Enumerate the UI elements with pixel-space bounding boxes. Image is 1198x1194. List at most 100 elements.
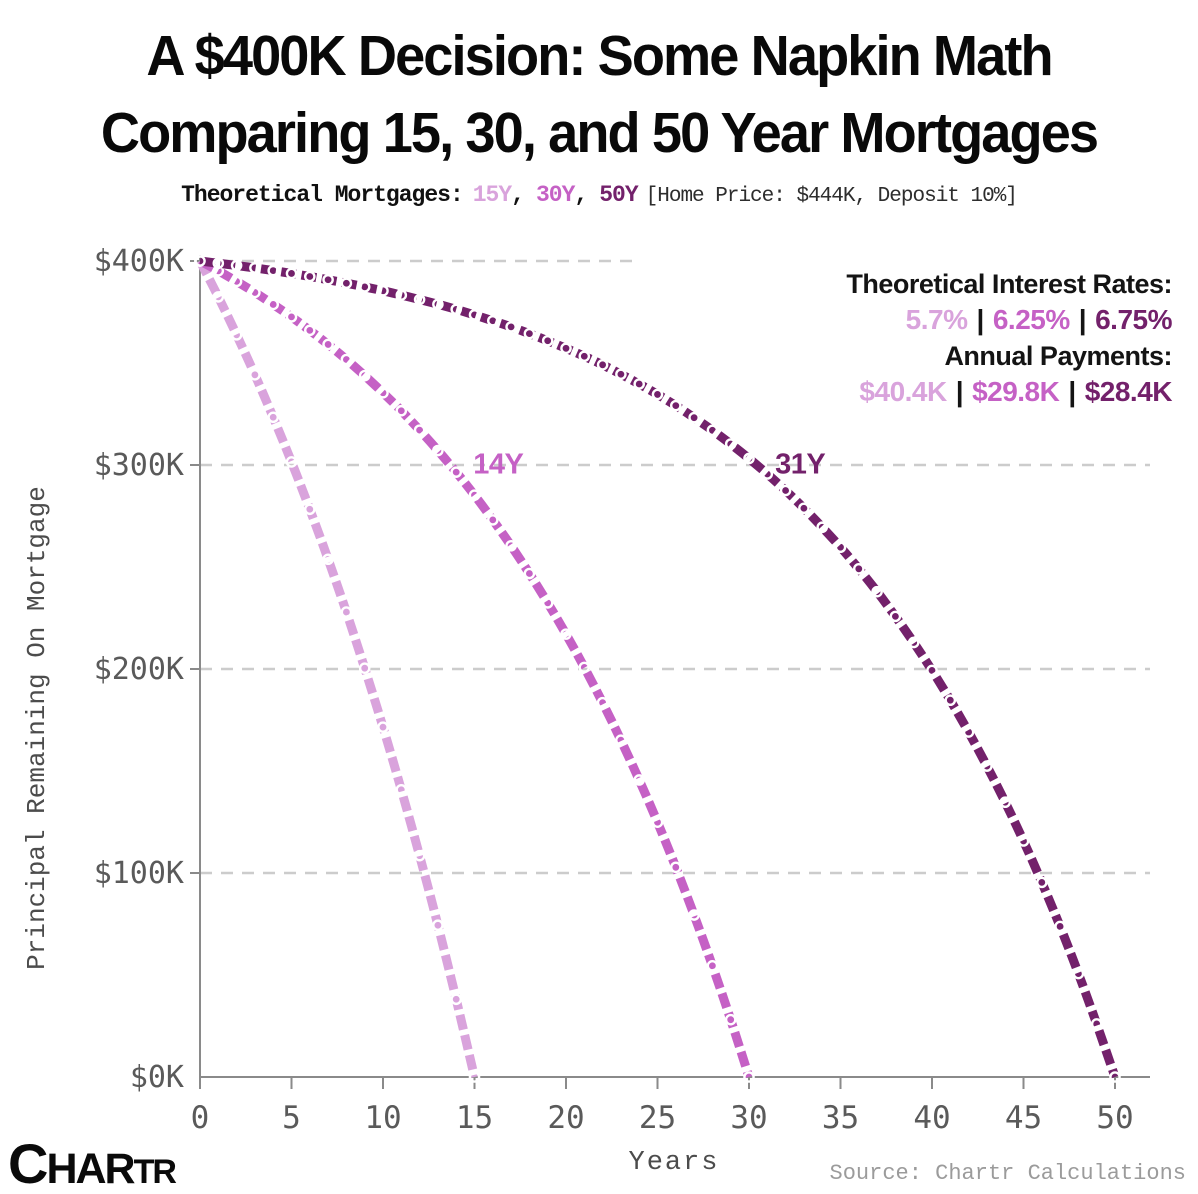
data-point-marker (413, 424, 426, 436)
data-point-marker (212, 257, 225, 270)
data-point-marker (724, 1013, 737, 1026)
y-tick-label: $400K (94, 244, 184, 279)
data-point-marker (541, 597, 554, 609)
legend-rate-15y: 5.7% (905, 304, 968, 335)
data-point-marker (560, 342, 572, 355)
data-point-marker (468, 1071, 481, 1083)
data-point-marker (468, 309, 481, 321)
legend-payment-15y: $40.4K (859, 376, 947, 407)
gridlines (200, 259, 1150, 875)
annotation-14y: 14Y (473, 448, 524, 481)
data-point-marker (670, 399, 682, 412)
data-point-marker (249, 286, 261, 299)
subtitle-series-15y: 15Y (472, 182, 512, 208)
x-tick-label: 20 (547, 1100, 584, 1136)
data-point-marker (450, 993, 463, 1006)
data-point-marker (267, 264, 280, 277)
data-point-marker (981, 760, 993, 772)
data-point-marker (1072, 967, 1085, 980)
data-point-marker (450, 303, 463, 316)
series-15y (194, 255, 481, 1083)
data-point-marker (688, 909, 700, 921)
y-tick-label: $0K (130, 1060, 184, 1095)
data-point-marker (706, 960, 719, 972)
x-tick-label: 30 (730, 1100, 767, 1136)
data-point-marker (596, 359, 609, 371)
subtitle-note: [Home Price: $444K, Deposit 10%] (645, 185, 1018, 208)
data-point-marker (871, 585, 883, 598)
x-tick-label: 35 (822, 1100, 859, 1136)
data-point-marker (285, 456, 298, 468)
data-point-marker (999, 796, 1012, 809)
data-point-marker (798, 502, 810, 515)
series-line-15y (196, 258, 479, 1079)
data-point-marker (834, 541, 847, 554)
legend-rate-50y: 6.75% (1095, 304, 1172, 335)
data-point-marker (340, 353, 353, 366)
data-point-marker (267, 298, 280, 311)
data-point-marker (230, 275, 243, 288)
series-line-30y (197, 257, 754, 1079)
data-point-marker (194, 255, 206, 267)
data-point-marker (523, 567, 536, 580)
data-point-marker (541, 334, 554, 347)
data-point-marker (358, 662, 371, 674)
data-point-marker (724, 438, 737, 450)
chart-subtitle: Theoretical Mortgages: 15Y, 30Y, 50Y [Home P… (0, 182, 1198, 208)
data-point-marker (633, 774, 646, 786)
subtitle-prefix: Theoretical Mortgages: (181, 182, 464, 208)
title-line-1: A $400K Decision: Some Napkin Math (146, 24, 1053, 88)
data-point-marker (377, 721, 389, 733)
data-point-marker (688, 411, 700, 424)
data-point-marker (743, 1071, 755, 1083)
chartr-logo: CHARTR (8, 1136, 177, 1192)
data-point-marker (432, 919, 444, 932)
legend-separator: | (976, 304, 985, 335)
series-50y (194, 255, 1121, 1083)
data-point-marker (230, 329, 243, 341)
data-point-marker (706, 424, 719, 437)
header: A $400K Decision: Some Napkin Math Compa… (0, 0, 1198, 208)
data-point-marker (578, 661, 591, 674)
data-point-marker (432, 298, 444, 311)
axes (190, 255, 1150, 1089)
data-point-marker (1054, 920, 1066, 933)
data-point-marker (249, 369, 261, 381)
title-line-2: Comparing 15, 30, and 50 Year Mortgages (100, 101, 1099, 165)
x-tick-label: 15 (456, 1100, 493, 1136)
data-point-marker (340, 277, 353, 290)
data-point-marker (761, 468, 774, 480)
data-point-marker (212, 291, 225, 303)
data-point-marker (615, 368, 627, 381)
data-point-marker (560, 628, 572, 640)
data-point-marker (816, 521, 829, 534)
data-point-marker (358, 369, 371, 382)
legend-payments-label: Annual Payments: (944, 341, 1172, 371)
chart-legend: Theoretical Interest Rates: 5.7% | 6.25% | 6… (846, 266, 1172, 410)
data-point-marker (505, 539, 517, 552)
data-point-marker (743, 452, 755, 465)
legend-payments-values: $40.4K | $29.8K | $28.4K (846, 374, 1172, 410)
x-tick-label: 5 (282, 1100, 301, 1136)
data-point-marker (395, 404, 408, 417)
data-point-marker (413, 293, 426, 306)
legend-payment-30y: $29.8K (972, 376, 1060, 407)
data-point-marker (303, 503, 316, 516)
data-point-marker (450, 466, 463, 478)
data-point-marker (670, 861, 682, 874)
y-tick-label: $100K (94, 856, 184, 891)
data-point-marker (322, 338, 334, 351)
legend-separator: | (955, 376, 964, 407)
data-point-marker (1017, 835, 1030, 847)
annotation-31y: 31Y (775, 448, 826, 481)
data-point-marker (779, 484, 792, 497)
data-point-marker (322, 273, 334, 286)
logo-part-3: TR (133, 1153, 177, 1191)
tick-labels: $0K $100K $200K $300K $400K 0 5 10 15 20 25 30 35 40 4… (94, 244, 1134, 1136)
data-point-marker (596, 696, 609, 709)
data-point-marker (486, 514, 499, 526)
data-point-marker (889, 610, 902, 623)
subtitle-separator: , (511, 182, 525, 208)
logo-part-1: C (8, 1132, 48, 1194)
